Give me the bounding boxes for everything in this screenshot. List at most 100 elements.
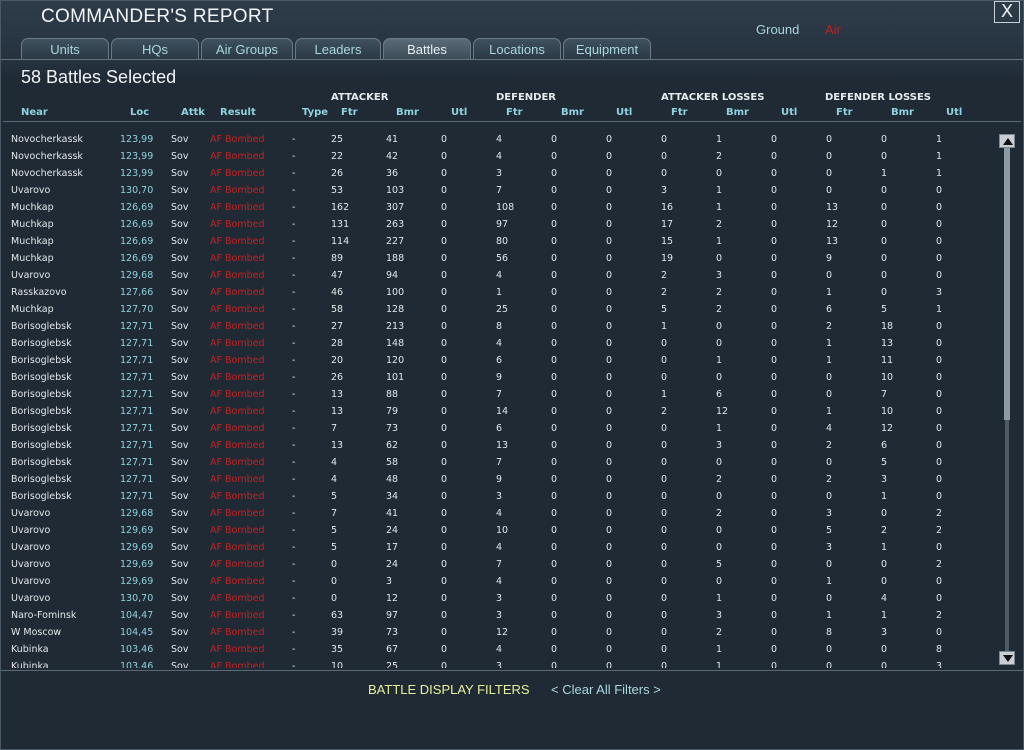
battle-row[interactable]: Borisoglebsk 127,71 Sov AF Bombed - 4 48 0 9 0 0 0 2… <box>3 471 993 488</box>
ground-mode-toggle[interactable]: Ground <box>756 22 800 37</box>
cell-near[interactable]: Borisoglebsk <box>11 338 72 349</box>
battle-display-filters-button[interactable]: BATTLE DISPLAY FILTERS <box>368 682 530 697</box>
cell-loc[interactable]: 129,69 <box>120 559 154 570</box>
cell-near[interactable]: Uvarovo <box>11 508 51 519</box>
cell-loc[interactable]: 103,46 <box>120 644 154 655</box>
column-header-att-ftr[interactable]: Ftr <box>341 107 358 118</box>
column-header-loc[interactable]: Loc <box>130 107 150 118</box>
cell-loc[interactable]: 127,71 <box>120 406 154 417</box>
tab-air-groups[interactable]: Air Groups <box>201 38 293 59</box>
battle-row[interactable]: Uvarovo 129,68 Sov AF Bombed - 7 41 0 4 0 0 0 2 0 3 0 2 <box>3 505 993 522</box>
column-header-attl-ftr[interactable]: Ftr <box>671 107 688 118</box>
battle-row[interactable]: W Moscow 104,45 Sov AF Bombed - 39 73 0 12 0 0 0 2 0 8… <box>3 624 993 641</box>
cell-loc[interactable]: 126,69 <box>120 253 154 264</box>
battle-row[interactable]: Kubinka 103,46 Sov AF Bombed -10 25 0 3 0 0 0 1 0 0 0 3 <box>3 658 993 668</box>
cell-loc[interactable]: 104,47 <box>120 610 154 621</box>
cell-loc[interactable]: 127,71 <box>120 440 154 451</box>
scrollbar[interactable] <box>997 134 1017 665</box>
cell-near[interactable]: Borisoglebsk <box>11 423 72 434</box>
tab-hqs[interactable]: HQs <box>111 38 199 59</box>
battle-row[interactable]: Uvarovo 130,70 Sov AF Bombed - 53 103 0 7 0 0 3 1 0 0 0… <box>3 182 993 199</box>
battle-row[interactable]: Uvarovo 129,69 Sov AF Bombed - 5 24 0 10 0 0 0 0 0 5 2 2 <box>3 522 993 539</box>
cell-near[interactable]: Uvarovo <box>11 270 51 281</box>
cell-loc[interactable]: 129,69 <box>120 542 154 553</box>
battle-row[interactable]: Muchkap 127,70 Sov AF Bombed - 58 128 0 25 0 0 5 2 0 6… <box>3 301 993 318</box>
cell-near[interactable]: Kubinka <box>11 644 49 655</box>
cell-loc[interactable]: 126,69 <box>120 202 154 213</box>
cell-loc[interactable]: 127,71 <box>120 372 154 383</box>
cell-loc[interactable]: 126,69 <box>120 236 154 247</box>
tab-battles[interactable]: Battles <box>383 38 471 60</box>
cell-near[interactable]: Borisoglebsk <box>11 389 72 400</box>
battle-row[interactable]: Naro-Fominsk 104,47 Sov AF Bombed - 63 97 0 3 0 0 0… <box>3 607 993 624</box>
battle-row[interactable]: Muchkap 126,69 Sov AF Bombed - 114 227 0 80 0 0 15 1… <box>3 233 993 250</box>
cell-loc[interactable]: 127,70 <box>120 304 154 315</box>
battle-row[interactable]: Novocherkassk 123,99 Sov AF Bombed - 25 41 0 4 0 0… <box>3 131 993 148</box>
cell-loc[interactable]: 127,71 <box>120 457 154 468</box>
cell-near[interactable]: Muchkap <box>11 304 54 315</box>
cell-loc[interactable]: 127,71 <box>120 321 154 332</box>
cell-near[interactable]: Muchkap <box>11 202 54 213</box>
cell-near[interactable]: Uvarovo <box>11 542 51 553</box>
cell-near[interactable]: Rasskazovo <box>11 287 67 298</box>
column-header-attl-utl[interactable]: Utl <box>781 107 798 118</box>
battle-row[interactable]: Muchkap 126,69 Sov AF Bombed - 131 263 0 97 0 0 17 2… <box>3 216 993 233</box>
cell-loc[interactable]: 129,68 <box>120 508 154 519</box>
cell-loc[interactable]: 130,70 <box>120 593 154 604</box>
column-header-att-utl[interactable]: Utl <box>451 107 468 118</box>
cell-loc[interactable]: 126,69 <box>120 219 154 230</box>
cell-near[interactable]: Borisoglebsk <box>11 406 72 417</box>
battle-row[interactable]: Uvarovo 129,68 Sov AF Bombed - 47 94 0 4 0 0 2 3 0 0 0 0 <box>3 267 993 284</box>
battle-row[interactable]: Uvarovo 130,70 Sov AF Bombed - 0 12 0 3 0 0 0 1 0 0 4 0 <box>3 590 993 607</box>
battle-row[interactable]: Borisoglebsk 127,71 Sov AF Bombed - 26 101 0 9 0 0… <box>3 369 993 386</box>
cell-loc[interactable]: 129,69 <box>120 525 154 536</box>
column-header-attk[interactable]: Attk <box>181 107 205 118</box>
battle-row[interactable]: Borisoglebsk 127,71 Sov AF Bombed - 5 34 0 3 0 0 0 0… <box>3 488 993 505</box>
cell-loc[interactable]: 127,71 <box>120 423 154 434</box>
cell-near[interactable]: Novocherkassk <box>11 134 83 145</box>
battle-row[interactable]: Muchkap 126,69 Sov AF Bombed - 162 307 0 108 0 0 16… <box>3 199 993 216</box>
column-header-result[interactable]: Result <box>220 107 256 118</box>
battle-row[interactable]: Muchkap 126,69 Sov AF Bombed - 89 188 0 56 0 0 19 0 0… <box>3 250 993 267</box>
cell-loc[interactable]: 127,71 <box>120 474 154 485</box>
cell-loc[interactable]: 123,99 <box>120 151 154 162</box>
battle-row[interactable]: Uvarovo 129,69 Sov AF Bombed - 5 17 0 4 0 0 0 0 0 3 1 0 <box>3 539 993 556</box>
battle-row[interactable]: Uvarovo 129,69 Sov AF Bombed - 0 3 0 4 0 0 0 0 0 1 0 0 <box>3 573 993 590</box>
battle-row[interactable]: Rasskazovo 127,66 Sov AF Bombed -46 100 0 1 0 0 2 2… <box>3 284 993 301</box>
battle-row[interactable]: Borisoglebsk 127,71 Sov AF Bombed - 13 79 0 14 0 0… <box>3 403 993 420</box>
air-mode-toggle[interactable]: Air <box>825 22 841 37</box>
battle-row[interactable]: Borisoglebsk 127,71 Sov AF Bombed -13 62 0 13 0 0… <box>3 437 993 454</box>
cell-near[interactable]: Borisoglebsk <box>11 321 72 332</box>
tab-equipment[interactable]: Equipment <box>563 38 651 59</box>
column-header-def-utl[interactable]: Utl <box>616 107 633 118</box>
tab-leaders[interactable]: Leaders <box>295 38 381 59</box>
column-header-defl-utl[interactable]: Utl <box>946 107 963 118</box>
close-button[interactable]: X <box>994 1 1020 23</box>
column-header-def-bmr[interactable]: Bmr <box>561 107 584 118</box>
cell-loc[interactable]: 130,70 <box>120 185 154 196</box>
scroll-up-button[interactable] <box>999 134 1015 148</box>
cell-loc[interactable]: 127,71 <box>120 355 154 366</box>
cell-loc[interactable]: 127,71 <box>120 389 154 400</box>
column-header-near[interactable]: Near <box>21 107 48 118</box>
cell-near[interactable]: Novocherkassk <box>11 151 83 162</box>
column-header-defl-ftr[interactable]: Ftr <box>836 107 853 118</box>
cell-near[interactable]: Uvarovo <box>11 593 51 604</box>
cell-near[interactable]: Borisoglebsk <box>11 372 72 383</box>
battle-row[interactable]: Kubinka 103,46 Sov AF Bombed - 35 67 0 4 0 0 0 1 0 0 0 8 <box>3 641 993 658</box>
cell-near[interactable]: Uvarovo <box>11 525 51 536</box>
column-header-att-bmr[interactable]: Bmr <box>396 107 419 118</box>
battle-row[interactable]: Borisoglebsk 127,71 Sov AF Bombed - 7 73 0 6 0 0 0 1… <box>3 420 993 437</box>
cell-loc[interactable]: 127,71 <box>120 491 154 502</box>
battle-row[interactable]: Novocherkassk 123,99 Sov AF Bombed - 26 36 0 3 0 0… <box>3 165 993 182</box>
battle-row[interactable]: Borisoglebsk 127,71 Sov AF Bombed - 4 58 0 7 0 0 0 0… <box>3 454 993 471</box>
cell-near[interactable]: Uvarovo <box>11 559 51 570</box>
cell-near[interactable]: Naro-Fominsk <box>11 610 77 621</box>
cell-loc[interactable]: 123,99 <box>120 134 154 145</box>
column-header-attl-bmr[interactable]: Bmr <box>726 107 749 118</box>
battle-row[interactable]: Uvarovo 129,69 Sov AF Bombed - 0 24 0 7 0 0 0 5 0 0 0 2 <box>3 556 993 573</box>
cell-near[interactable]: Muchkap <box>11 253 54 264</box>
cell-near[interactable]: Muchkap <box>11 236 54 247</box>
cell-loc[interactable]: 127,66 <box>120 287 154 298</box>
tab-locations[interactable]: Locations <box>473 38 561 59</box>
